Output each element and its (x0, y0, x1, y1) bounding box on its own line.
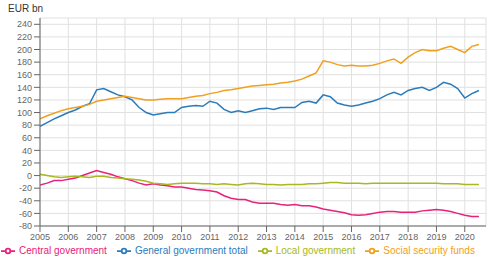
svg-text:180: 180 (17, 57, 32, 67)
svg-text:140: 140 (17, 83, 32, 93)
svg-text:0: 0 (27, 171, 32, 181)
svg-text:2014: 2014 (285, 232, 305, 242)
svg-text:-80: -80 (19, 221, 32, 231)
svg-text:2016: 2016 (341, 232, 361, 242)
svg-text:220: 220 (17, 32, 32, 42)
svg-text:2007: 2007 (87, 232, 107, 242)
svg-text:240: 240 (17, 19, 32, 29)
svg-text:2020: 2020 (455, 232, 475, 242)
svg-text:-20: -20 (19, 183, 32, 193)
svg-text:2006: 2006 (58, 232, 78, 242)
svg-text:-40: -40 (19, 196, 32, 206)
html-text:Local government: Local government (275, 244, 356, 256)
svg-text:2017: 2017 (370, 232, 390, 242)
html-text:General government total: General government total (134, 244, 248, 256)
svg-text:2009: 2009 (143, 232, 163, 242)
svg-text:100: 100 (17, 108, 32, 118)
svg-text:80: 80 (22, 120, 32, 130)
html-text:Social security funds: Social security funds (383, 244, 475, 256)
svg-text:120: 120 (17, 95, 32, 105)
html-text:Central government: Central government (19, 244, 107, 256)
svg-text:2013: 2013 (257, 232, 277, 242)
svg-text:2015: 2015 (313, 232, 333, 242)
svg-text:2019: 2019 (426, 232, 446, 242)
svg-text:20: 20 (22, 158, 32, 168)
svg-text:200: 200 (17, 45, 32, 55)
svg-text:160: 160 (17, 70, 32, 80)
svg-text:2008: 2008 (115, 232, 135, 242)
svg-text:60: 60 (22, 133, 32, 143)
svg-text:2011: 2011 (200, 232, 219, 242)
svg-text:40: 40 (22, 146, 32, 156)
svg-text:2018: 2018 (398, 232, 418, 242)
svg-text:2010: 2010 (172, 232, 192, 242)
svg-text:2005: 2005 (30, 232, 50, 242)
svg-text:-60: -60 (19, 209, 32, 219)
html-text:EUR bn: EUR bn (8, 3, 43, 14)
svg-text:2012: 2012 (228, 232, 248, 242)
